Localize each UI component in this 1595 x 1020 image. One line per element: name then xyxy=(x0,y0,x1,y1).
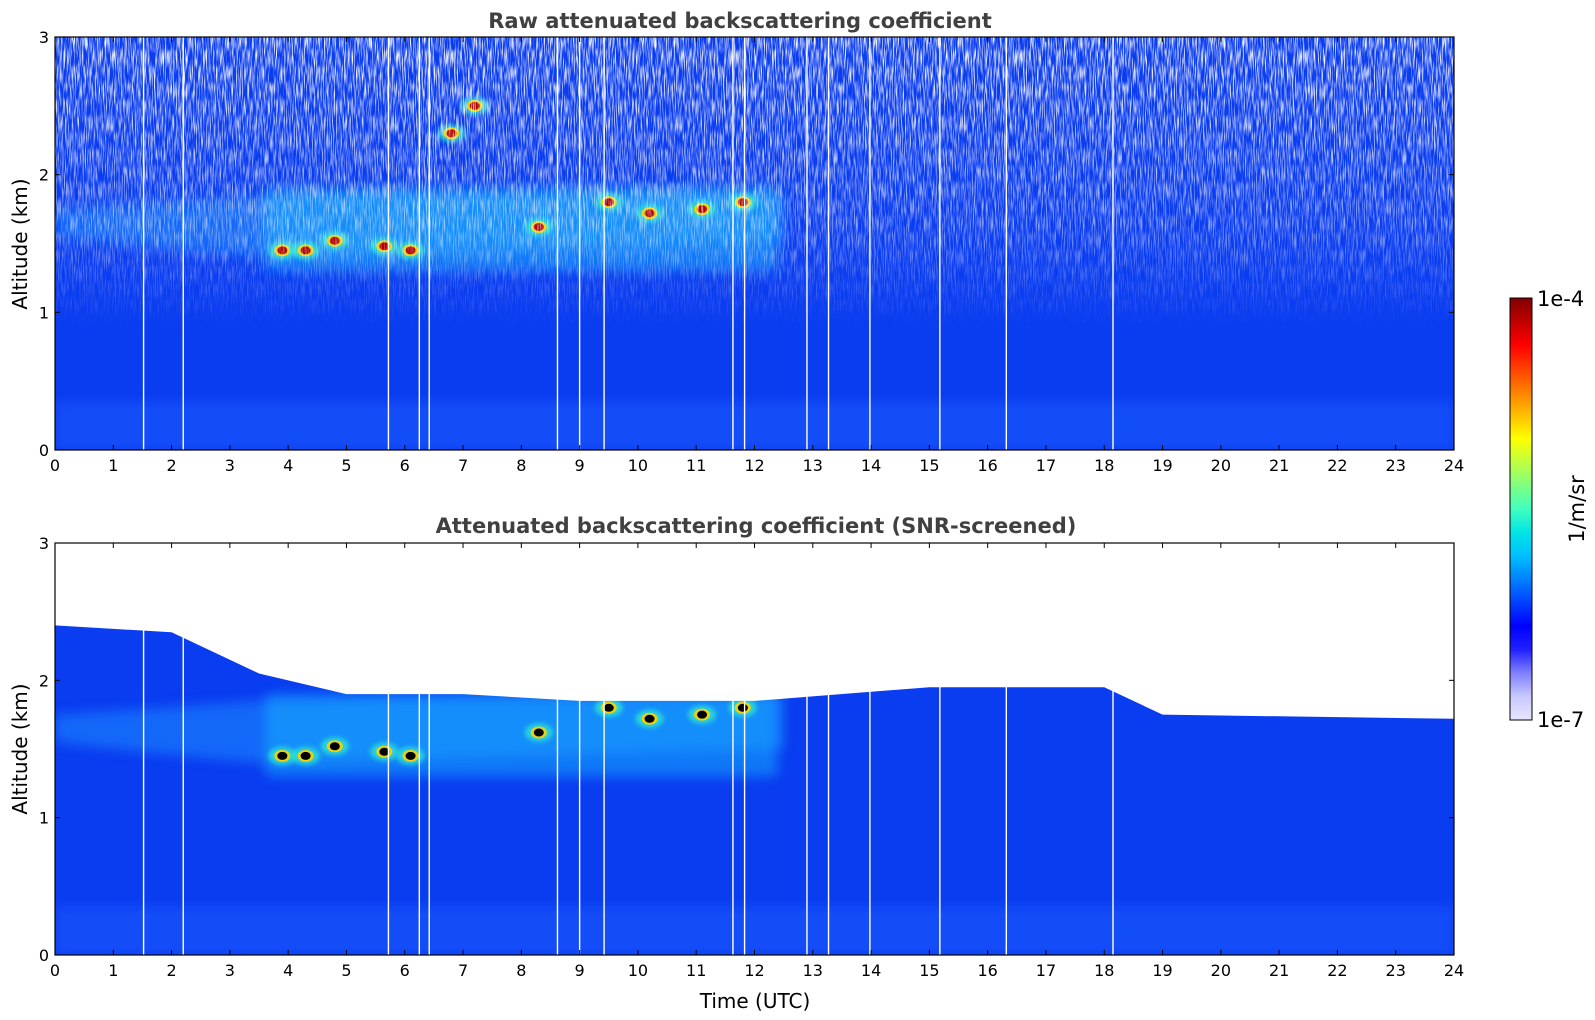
x-tick-label: 20 xyxy=(1211,456,1231,475)
x-tick-label: 23 xyxy=(1386,961,1406,980)
x-tick-label: 9 xyxy=(575,961,585,980)
x-tick-label: 0 xyxy=(50,456,60,475)
x-tick-label: 12 xyxy=(744,961,764,980)
y-tick-label: 1 xyxy=(39,303,49,322)
x-tick-label: 1 xyxy=(108,961,118,980)
x-tick-label: 23 xyxy=(1386,456,1406,475)
panel2-y-label: Altitude (km) xyxy=(8,683,32,814)
y-tick-label: 3 xyxy=(39,28,49,47)
colorbar-unit-label: 1/m/sr xyxy=(1565,475,1589,543)
x-tick-label: 7 xyxy=(458,456,468,475)
x-tick-label: 21 xyxy=(1269,961,1289,980)
panel2-screened-region xyxy=(55,543,1454,719)
x-tick-label: 10 xyxy=(628,456,648,475)
x-tick-label: 0 xyxy=(50,961,60,980)
x-tick-label: 2 xyxy=(166,456,176,475)
x-tick-label: 6 xyxy=(400,961,410,980)
colorbar-min-label: 1e-7 xyxy=(1537,708,1584,732)
x-tick-label: 17 xyxy=(1036,456,1056,475)
raw-backscatter-panel: Raw attenuated backscattering coefficien… xyxy=(8,9,1464,475)
cloud-feature xyxy=(688,705,717,724)
panel2-title: Attenuated backscattering coefficient (S… xyxy=(436,514,1077,538)
panel2-x-ticks: 0 1 2 3 4 5 6 7 8 9 10 11 12 13 14 15 16 17 18 19 20 21 22 23 24 xyxy=(50,543,1464,980)
x-tick-label: 24 xyxy=(1444,961,1464,980)
panel2-y-ticks: 0 1 2 3 xyxy=(39,534,1454,965)
panel2-data-gaps xyxy=(142,543,1114,955)
y-tick-label: 2 xyxy=(39,166,49,185)
x-tick-label: 15 xyxy=(919,961,939,980)
cloud-feature xyxy=(370,742,399,761)
y-tick-label: 1 xyxy=(39,809,49,828)
x-tick-label: 16 xyxy=(977,961,997,980)
colorbar-max-label: 1e-4 xyxy=(1537,287,1584,311)
x-tick-label: 10 xyxy=(628,961,648,980)
x-tick-label: 16 xyxy=(977,456,997,475)
y-tick-label: 0 xyxy=(39,946,49,965)
x-tick-label: 14 xyxy=(861,456,881,475)
x-tick-label: 20 xyxy=(1211,961,1231,980)
cloud-feature xyxy=(524,723,553,742)
panel2-x-label: Time (UTC) xyxy=(699,989,811,1013)
x-tick-label: 18 xyxy=(1094,961,1114,980)
x-tick-label: 24 xyxy=(1444,456,1464,475)
x-tick-label: 15 xyxy=(919,456,939,475)
x-tick-label: 12 xyxy=(744,456,764,475)
x-tick-label: 13 xyxy=(803,961,823,980)
x-tick-label: 8 xyxy=(516,456,526,475)
panel1-data-gaps xyxy=(142,37,1114,450)
panel1-title: Raw attenuated backscattering coefficien… xyxy=(488,9,992,33)
x-tick-label: 4 xyxy=(283,961,293,980)
x-tick-label: 7 xyxy=(458,961,468,980)
panel1-y-label: Altitude (km) xyxy=(8,178,32,309)
x-tick-label: 22 xyxy=(1327,961,1347,980)
x-tick-label: 19 xyxy=(1152,456,1172,475)
x-tick-label: 14 xyxy=(861,961,881,980)
x-tick-label: 8 xyxy=(516,961,526,980)
cloud-feature xyxy=(320,737,349,756)
x-tick-label: 5 xyxy=(341,961,351,980)
cloud-feature xyxy=(594,698,623,717)
y-tick-label: 0 xyxy=(39,441,49,460)
screened-backscatter-panel: Attenuated backscattering coefficient (S… xyxy=(8,514,1464,1013)
panel1-y-ticks: 0 1 2 3 xyxy=(39,28,1454,460)
cloud-feature xyxy=(268,746,297,765)
panel1-noise-texture xyxy=(55,37,1454,450)
x-tick-label: 17 xyxy=(1036,961,1056,980)
x-tick-label: 22 xyxy=(1327,456,1347,475)
x-tick-label: 1 xyxy=(108,456,118,475)
cloud-feature xyxy=(396,746,425,765)
x-tick-label: 3 xyxy=(225,456,235,475)
x-tick-label: 4 xyxy=(283,456,293,475)
x-tick-label: 19 xyxy=(1152,961,1172,980)
colorbar: 1e-4 1e-7 1/m/sr xyxy=(1509,287,1589,732)
panel1-x-ticks: 0 1 2 3 4 5 6 7 8 9 10 11 12 13 14 15 16 17 18 19 20 21 22 23 24 xyxy=(50,37,1464,475)
colorbar-scale xyxy=(1509,297,1533,721)
cloud-feature xyxy=(635,709,664,728)
x-tick-label: 13 xyxy=(803,456,823,475)
x-tick-label: 6 xyxy=(400,456,410,475)
x-tick-label: 2 xyxy=(166,961,176,980)
y-tick-label: 3 xyxy=(39,534,49,553)
x-tick-label: 11 xyxy=(686,961,706,980)
x-tick-label: 21 xyxy=(1269,456,1289,475)
cloud-feature xyxy=(728,698,757,717)
x-tick-label: 5 xyxy=(341,456,351,475)
screened-area xyxy=(55,543,1454,719)
cloud-feature xyxy=(291,746,320,765)
x-tick-label: 18 xyxy=(1094,456,1114,475)
y-tick-label: 2 xyxy=(39,671,49,690)
x-tick-label: 3 xyxy=(225,961,235,980)
x-tick-label: 11 xyxy=(686,456,706,475)
x-tick-label: 9 xyxy=(575,456,585,475)
